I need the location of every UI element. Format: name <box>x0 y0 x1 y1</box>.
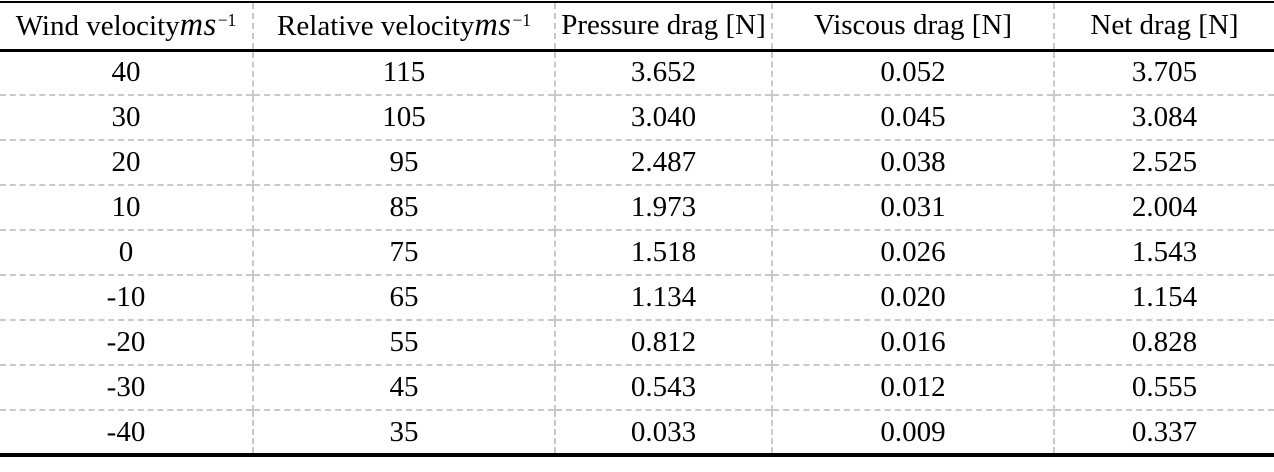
table-cell: 0 <box>118 236 134 268</box>
table-cell: 115 <box>252 50 555 95</box>
table-cell: 0.045 <box>771 95 1054 140</box>
column-header-label: Net drag [N] <box>1090 9 1239 42</box>
table-cell: 0.038 <box>771 140 1054 185</box>
table-cell: 0.020 <box>771 275 1054 320</box>
table-cell: 3.040 <box>554 95 772 140</box>
table-cell: 0.016 <box>771 320 1054 365</box>
table-cell: 35 <box>252 410 555 455</box>
table-cell: 20 <box>111 146 141 178</box>
drag-data-table: Wind velocityms−1 Relative velocityms−1 Pr… <box>0 1 1274 457</box>
table-cell: 85 <box>252 185 555 230</box>
table-row: 40 115 3.652 0.052 3.705 <box>0 50 1274 95</box>
column-header: Wind velocityms−1 <box>0 2 253 52</box>
table-row: -20 55 0.812 0.016 0.828 <box>0 320 1274 365</box>
table-cell: 0.009 <box>771 410 1054 455</box>
table-cell: 0.012 <box>771 365 1054 410</box>
table-cell: 40 <box>111 56 141 89</box>
column-header-label: Viscous drag [N] <box>814 9 1012 42</box>
column-header-label: Pressure drag [N] <box>561 9 766 42</box>
table-cell: 1.154 <box>1053 275 1274 320</box>
table-cell: 3.705 <box>1053 50 1274 95</box>
table-cell: 0.555 <box>1053 365 1274 410</box>
table-cell: -20 <box>106 326 146 358</box>
table-cell: 0.052 <box>771 50 1054 95</box>
table-cell: 0.812 <box>554 320 772 365</box>
column-header-label: Relative velocity <box>277 10 475 43</box>
table-cell: 10 <box>111 191 141 223</box>
column-header: Pressure drag [N] <box>554 2 772 52</box>
table-cell: -10 <box>106 281 146 313</box>
header-row: Wind velocityms−1 Relative velocityms−1 Pr… <box>0 2 1274 52</box>
table-row: 0 75 1.518 0.026 1.543 <box>0 230 1274 275</box>
table-row: -40 35 0.033 0.009 0.337 <box>0 410 1274 455</box>
table-cell: 0.033 <box>554 410 772 455</box>
column-header-unit-exponent: −1 <box>512 9 531 30</box>
column-header: Net drag [N] <box>1053 2 1274 52</box>
table-cell: 65 <box>252 275 555 320</box>
table-cell: 0.543 <box>554 365 772 410</box>
table-cell: 0.337 <box>1053 410 1274 455</box>
table-cell: 0.031 <box>771 185 1054 230</box>
table-cell: 0.828 <box>1053 320 1274 365</box>
table-cell: 75 <box>252 230 555 275</box>
table-cell: 2.004 <box>1053 185 1274 230</box>
column-header-unit: ms <box>179 7 217 44</box>
table-cell: 1.518 <box>554 230 772 275</box>
table-row: -30 45 0.543 0.012 0.555 <box>0 365 1274 410</box>
column-header: Relative velocityms−1 <box>252 2 555 52</box>
table-cell: 1.973 <box>554 185 772 230</box>
table-cell: 2.525 <box>1053 140 1274 185</box>
column-header: Viscous drag [N] <box>771 2 1054 52</box>
table-cell: 3.652 <box>554 50 772 95</box>
table-cell: 105 <box>252 95 555 140</box>
table-cell: 45 <box>252 365 555 410</box>
table-cell: 55 <box>252 320 555 365</box>
table-row: 10 85 1.973 0.031 2.004 <box>0 185 1274 230</box>
column-header-unit-exponent: −1 <box>217 9 237 30</box>
table-cell: 1.134 <box>554 275 772 320</box>
table-cell: 0.026 <box>771 230 1054 275</box>
table-row: 30 105 3.040 0.045 3.084 <box>0 95 1274 140</box>
table-cell: 2.487 <box>554 140 772 185</box>
table-cell: 1.543 <box>1053 230 1274 275</box>
table-cell: -30 <box>106 371 146 403</box>
table-row: 20 95 2.487 0.038 2.525 <box>0 140 1274 185</box>
table-body: 40 115 3.652 0.052 3.705 30 105 3.040 0.045 3.084… <box>0 50 1274 455</box>
table-row: -10 65 1.134 0.020 1.154 <box>0 275 1274 320</box>
table-cell: 95 <box>252 140 555 185</box>
column-header-label: Wind velocity <box>15 10 180 43</box>
table-cell: 30 <box>111 101 141 133</box>
column-header-unit: ms <box>474 7 512 44</box>
table-cell: 3.084 <box>1053 95 1274 140</box>
table-cell: -40 <box>106 415 146 448</box>
